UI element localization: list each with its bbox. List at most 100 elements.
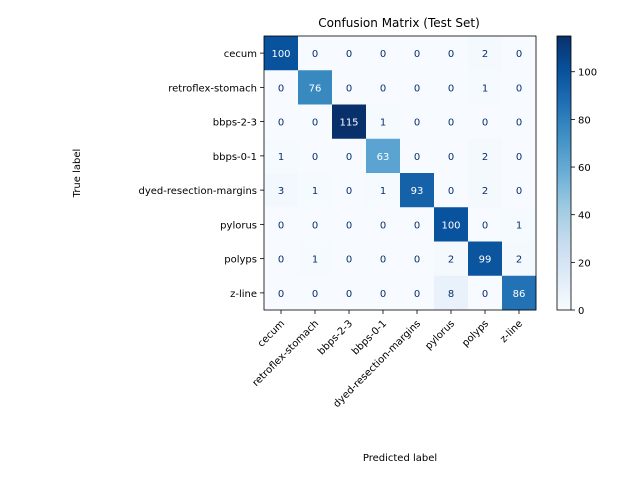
colorbar-tick-label: 20 (578, 258, 591, 269)
cell-value: 0 (482, 289, 488, 300)
x-tick-label: pylorus (423, 318, 457, 352)
cell-value: 1 (278, 152, 284, 163)
y-tick-label: cecum (224, 49, 257, 60)
colorbar-tick-label: 0 (578, 306, 584, 317)
cell-value: 0 (312, 289, 318, 300)
heatmap-cell (468, 241, 503, 277)
heatmap-cell (400, 70, 435, 105)
heatmap-frame (263, 35, 537, 311)
heatmap-cell (298, 275, 333, 311)
cell-value: 0 (380, 220, 386, 231)
heatmap-cell (366, 36, 401, 71)
cell-value: 0 (414, 220, 420, 231)
cell-value: 1 (516, 220, 522, 231)
y-axis-label: True label (72, 149, 83, 199)
heatmap-cell (434, 70, 469, 105)
heatmap-cell (332, 36, 367, 71)
cell-value: 0 (278, 255, 284, 266)
heatmap-cell (502, 207, 537, 242)
cell-value: 93 (411, 186, 424, 197)
heatmap-cell (434, 173, 469, 208)
heatmap-cell (298, 241, 333, 277)
heatmap-cell (264, 36, 299, 71)
heatmap-cells: 100 0 0 0 0 0 2 00 76 0 0 0 0 1 00 0 115 1 0 0 0 01 0 0 63 0 0 2 03 1… (264, 36, 537, 311)
cell-value: 0 (516, 118, 522, 129)
heatmap-cell (366, 173, 401, 208)
cell-value: 0 (448, 83, 454, 94)
cell-value: 0 (278, 289, 284, 300)
heatmap-cell (332, 207, 367, 242)
cell-value: 0 (312, 152, 318, 163)
heatmap-cell (502, 275, 537, 311)
heatmap-cell (298, 70, 333, 105)
cell-value: 1 (312, 255, 318, 266)
colorbar-tick-label: 40 (578, 211, 591, 222)
heatmap-cell (298, 207, 333, 242)
cell-value: 0 (346, 83, 352, 94)
heatmap-cell (434, 138, 469, 174)
heatmap-cell (502, 241, 537, 277)
cell-value: 0 (516, 186, 522, 197)
cell-value: 3 (278, 186, 284, 197)
x-tick-label: retroflex-stomach (251, 318, 322, 389)
heatmap-cell (400, 207, 435, 242)
heatmap-cell (400, 104, 435, 140)
cell-value: 0 (312, 220, 318, 231)
cell-value: 0 (312, 118, 318, 129)
colorbar-tick-label: 80 (578, 115, 591, 126)
cell-value: 76 (309, 83, 322, 94)
cell-value: 0 (516, 83, 522, 94)
cell-value: 0 (380, 255, 386, 266)
cell-value: 0 (278, 83, 284, 94)
cell-value: 2 (516, 255, 522, 266)
heatmap-cell (434, 104, 469, 140)
colorbar-tick-label: 60 (578, 163, 591, 174)
cell-value: 99 (479, 255, 492, 266)
colorbar (556, 35, 572, 311)
y-tick-label: dyed-resection-margins (138, 186, 257, 197)
y-tick-label: bbps-2-3 (213, 118, 257, 129)
cell-value: 0 (448, 118, 454, 129)
cell-value: 0 (414, 152, 420, 163)
heatmap-cell (332, 173, 367, 208)
cell-value: 0 (448, 186, 454, 197)
heatmap-cell (468, 275, 503, 311)
cell-value: 0 (414, 118, 420, 129)
heatmap-cell (366, 104, 401, 140)
heatmap-cell (366, 241, 401, 277)
chart-title: Confusion Matrix (Test Set) (318, 16, 480, 30)
cell-value: 1 (380, 118, 386, 129)
heatmap-cell (468, 207, 503, 242)
cell-value: 0 (346, 152, 352, 163)
x-tick-label: z-line (498, 318, 525, 345)
cell-value: 2 (448, 255, 454, 266)
cell-value: 0 (346, 289, 352, 300)
cell-value: 2 (482, 152, 488, 163)
heatmap-cell (298, 36, 333, 71)
cell-value: 0 (380, 289, 386, 300)
heatmap-cell (468, 36, 503, 71)
cell-value: 2 (482, 186, 488, 197)
cell-value: 100 (271, 49, 290, 60)
cell-value: 0 (346, 49, 352, 60)
cell-value: 0 (482, 220, 488, 231)
heatmap-cell (502, 36, 537, 71)
cell-value: 0 (448, 49, 454, 60)
heatmap-cell (332, 275, 367, 311)
heatmap-cell (264, 104, 299, 140)
cell-value: 0 (414, 255, 420, 266)
x-tick-label: bbps-2-3 (316, 318, 355, 357)
heatmap-cell (502, 173, 537, 208)
colorbar-ticks: 0 20 40 60 80 100 (571, 68, 597, 317)
cell-value: 115 (339, 118, 358, 129)
cell-value: 1 (482, 83, 488, 94)
cell-value: 0 (414, 49, 420, 60)
heatmap-cell (366, 70, 401, 105)
heatmap-cell (468, 173, 503, 208)
y-tick-label: polyps (224, 255, 257, 266)
heatmap-cell (400, 36, 435, 71)
heatmap-cell (434, 36, 469, 71)
heatmap-cell (502, 70, 537, 105)
heatmap-cell (400, 173, 435, 208)
